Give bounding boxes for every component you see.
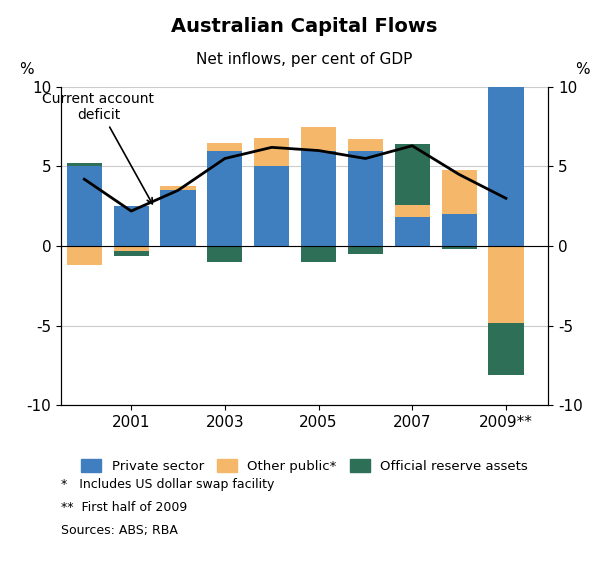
Bar — [160, 185, 195, 190]
Text: Australian Capital Flows: Australian Capital Flows — [171, 17, 438, 36]
Bar — [67, 246, 102, 265]
Text: *   Includes US dollar swap facility: * Includes US dollar swap facility — [61, 478, 274, 490]
Bar — [301, 151, 336, 246]
Bar — [160, 190, 195, 246]
Bar — [442, 170, 477, 214]
Bar — [348, 140, 383, 151]
Text: Net inflows, per cent of GDP: Net inflows, per cent of GDP — [196, 52, 413, 67]
Bar — [395, 217, 430, 246]
Legend: Private sector, Other public*, Official reserve assets: Private sector, Other public*, Official … — [76, 453, 533, 478]
Bar — [114, 246, 149, 251]
Bar — [114, 206, 149, 246]
Bar — [67, 163, 102, 167]
Text: %: % — [575, 63, 590, 77]
Bar — [488, 323, 524, 375]
Bar — [207, 246, 242, 262]
Text: Sources: ABS; RBA: Sources: ABS; RBA — [61, 524, 178, 537]
Bar — [395, 144, 430, 205]
Bar — [348, 151, 383, 246]
Bar — [488, 246, 524, 323]
Bar — [254, 138, 289, 167]
Bar — [488, 74, 524, 246]
Text: Current account
deficit: Current account deficit — [43, 91, 154, 204]
Bar — [395, 205, 430, 217]
Bar — [301, 246, 336, 262]
Bar — [254, 167, 289, 246]
Bar — [207, 142, 242, 151]
Bar — [348, 246, 383, 254]
Text: **  First half of 2009: ** First half of 2009 — [61, 501, 187, 514]
Bar — [442, 214, 477, 246]
Bar — [301, 127, 336, 151]
Text: %: % — [19, 63, 34, 77]
Bar — [207, 151, 242, 246]
Bar — [67, 167, 102, 246]
Bar — [114, 251, 149, 256]
Bar — [442, 246, 477, 249]
